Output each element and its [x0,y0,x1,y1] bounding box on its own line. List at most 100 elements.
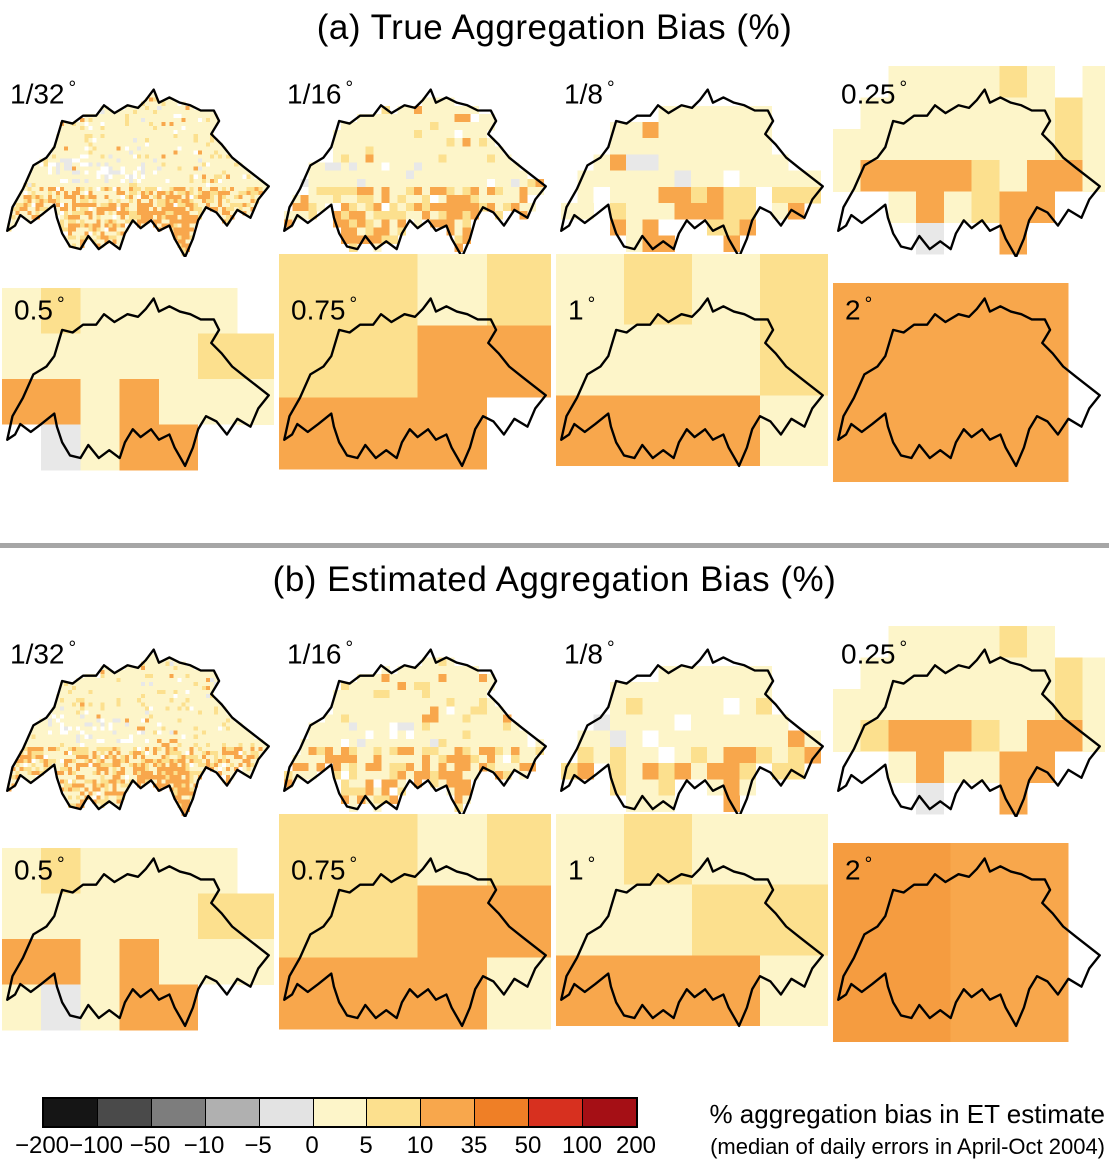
switzerland-map-svg [6,88,270,257]
colorbar: −200 −100 −50 −10 −5 0 5 10 35 50 100 200 [15,1097,656,1160]
map-resolution-label: 1/8 ° [564,638,615,671]
map-resolution-label: 0.25 ° [841,78,907,111]
map-resolution-label: 1 ° [568,854,595,887]
switzerland-outline [6,88,270,257]
switzerland-outline [6,857,270,1028]
panel-b-maps-row-1: 1/32 ° 1/16 ° 1/8 ° 0.25 ° [0,622,1109,820]
switzerland-map-svg [279,814,551,1030]
map-resolution-value: 1/16 [287,78,342,110]
map-resolution-value: 1/32 [10,638,65,670]
switzerland-map-svg [279,254,551,470]
colorbar-segment [474,1099,529,1126]
colorbar-segment [258,1099,313,1126]
map-0-25deg: 0.25 ° [831,622,1108,820]
colorbar-segment [96,1099,151,1126]
map-resolution-value: 0.25 [841,78,896,110]
map-0-5deg: 0.5 ° [0,810,277,1076]
map-0-75deg: 0.75 ° [277,250,554,516]
switzerland-outline [837,857,1101,1028]
map-resolution-value: 2 [845,294,861,326]
map-resolution-label: 0.75 ° [291,294,357,327]
panel-a-title: (a) True Aggregation Bias (%) [316,8,793,47]
switzerland-map-svg [2,288,274,471]
switzerland-map-svg [560,648,824,817]
switzerland-outline [560,857,824,1028]
degree-symbol: ° [56,854,65,875]
map-resolution-label: 1/32 ° [10,638,76,671]
map-resolution-label: 0.5 ° [14,854,65,887]
colorbar-caption-line2: (median of daily errors in April-Oct 200… [710,1134,1105,1159]
map-resolution-label: 1/16 ° [287,78,353,111]
map-resolution-value: 0.75 [291,854,346,886]
map-1-32deg: 1/32 ° [0,622,277,820]
degree-symbol: ° [68,78,77,99]
degree-symbol: ° [864,294,873,315]
map-1-8deg: 1/8 ° [554,62,831,260]
colorbar-tick: 100 [561,1132,603,1159]
switzerland-outline [560,297,824,468]
switzerland-outline [6,297,270,468]
map-0-25deg: 0.25 ° [831,62,1108,260]
degree-symbol: ° [864,854,873,875]
map-resolution-label: 1 ° [568,294,595,327]
switzerland-outline [6,648,270,817]
degree-symbol: ° [606,638,615,659]
map-1-16deg: 1/16 ° [277,622,554,820]
map-2deg: 2 ° [831,250,1108,516]
switzerland-outline [283,297,547,468]
switzerland-map-svg [556,814,828,1028]
map-resolution-value: 0.25 [841,638,896,670]
colorbar-segment [312,1099,367,1126]
colorbar-segment [582,1099,636,1126]
degree-symbol: ° [899,638,908,659]
map-resolution-label: 0.75 ° [291,854,357,887]
switzerland-map-svg [833,626,1105,817]
map-resolution-label: 2 ° [845,294,872,327]
switzerland-outline [283,648,547,817]
switzerland-outline [837,297,1101,468]
colorbar-caption-line1: % aggregation bias in ET estimate [709,1099,1105,1129]
colorbar-tick: 5 [359,1132,373,1159]
switzerland-map-svg [556,254,828,468]
switzerland-outline [560,648,824,817]
map-resolution-label: 1/32 ° [10,78,76,111]
colorbar-segment [420,1099,475,1126]
switzerland-map-svg [833,282,1101,482]
map-resolution-value: 0.75 [291,294,346,326]
colorbar-tick: −50 [129,1132,171,1159]
degree-symbol: ° [56,294,65,315]
degree-symbol: ° [587,854,596,875]
panel-b-title: (b) Estimated Aggregation Bias (%) [272,560,837,599]
colorbar-tick: 50 [514,1132,542,1159]
degree-symbol: ° [587,294,596,315]
colorbar-tick: −5 [244,1132,272,1159]
colorbar-tick: −100 [68,1132,124,1159]
map-resolution-label: 2 ° [845,854,872,887]
panel-b-maps-row-2: 0.5 ° 0.75 ° 1 ° 2 ° [0,810,1109,1076]
panel-a-maps-row-2: 0.5 ° 0.75 ° 1 ° 2 ° [0,250,1109,516]
degree-symbol: ° [345,638,354,659]
map-resolution-label: 1/16 ° [287,638,353,671]
map-1-8deg: 1/8 ° [554,622,831,820]
switzerland-outline [283,857,547,1028]
colorbar-segment [44,1099,97,1126]
map-1deg: 1 ° [554,810,831,1076]
switzerland-outline [837,648,1101,817]
map-1-16deg: 1/16 ° [277,62,554,260]
map-resolution-value: 2 [845,854,861,886]
map-1deg: 1 ° [554,250,831,516]
switzerland-map-svg [283,648,547,817]
switzerland-outline [283,88,547,257]
colorbar-ticks: −200 −100 −50 −10 −5 0 5 10 35 50 100 200 [15,1128,656,1160]
map-resolution-value: 0.5 [14,854,53,886]
colorbar-tick: −10 [183,1132,225,1159]
colorbar-tick: 0 [305,1132,319,1159]
degree-symbol: ° [606,78,615,99]
panel-divider [0,543,1109,548]
map-resolution-label: 0.25 ° [841,638,907,671]
colorbar-gradient [42,1097,638,1128]
switzerland-map-svg [560,88,824,257]
degree-symbol: ° [349,854,358,875]
degree-symbol: ° [68,638,77,659]
